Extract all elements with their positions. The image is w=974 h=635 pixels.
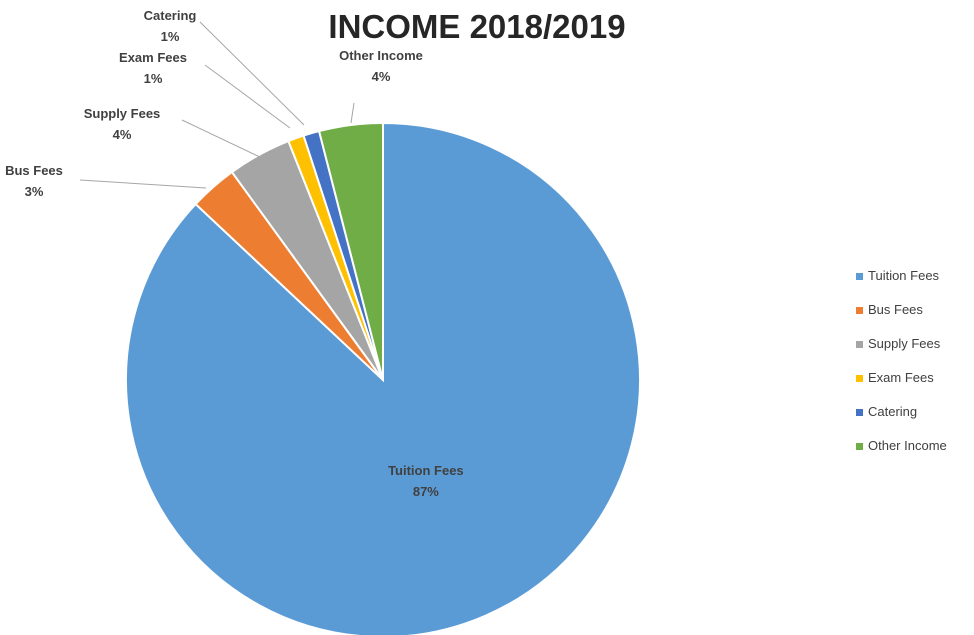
- data-label-name-supply-fees: Supply Fees: [84, 106, 161, 121]
- legend-label-supply-fees: Supply Fees: [868, 336, 941, 351]
- leader-line-other-income: [350, 102, 355, 124]
- legend-swatch-exam-fees: [856, 375, 863, 382]
- legend-label-catering: Catering: [868, 404, 917, 419]
- data-label-name-bus-fees: Bus Fees: [5, 163, 63, 178]
- leader-line-exam-fees: [204, 64, 291, 129]
- data-label-value-other-income: 4%: [372, 69, 391, 84]
- pie-slice-other-income: [317, 121, 384, 381]
- data-label-value-catering: 1%: [161, 29, 180, 44]
- legend-label-exam-fees: Exam Fees: [868, 370, 934, 385]
- legend-label-bus-fees: Bus Fees: [868, 302, 923, 317]
- legend-label-other-income: Other Income: [868, 438, 947, 453]
- legend-swatch-bus-fees: [856, 307, 863, 314]
- leader-line-supply-fees: [181, 119, 263, 159]
- pie-slice-tuition-fees: [125, 121, 641, 635]
- legend-swatch-tuition-fees: [856, 273, 863, 280]
- legend-swatch-supply-fees: [856, 341, 863, 348]
- data-labels: Tuition Fees 87% Bus Fees 3% Supply Fees 4% Ex…: [5, 8, 464, 499]
- leader-line-bus-fees: [79, 179, 207, 189]
- data-label-value-exam-fees: 1%: [144, 71, 163, 86]
- legend-swatch-catering: [856, 409, 863, 416]
- pie-slices: [125, 121, 641, 635]
- data-label-value-tuition-fees: 87%: [413, 484, 439, 499]
- legend: Tuition Fees Bus Fees Supply Fees Exam Fees…: [856, 268, 947, 453]
- legend-swatch-other-income: [856, 443, 863, 450]
- leader-lines: [79, 21, 355, 189]
- data-label-value-supply-fees: 4%: [113, 127, 132, 142]
- legend-label-tuition-fees: Tuition Fees: [868, 268, 940, 283]
- leader-line-catering: [199, 21, 305, 126]
- data-label-name-other-income: Other Income: [339, 48, 423, 63]
- data-label-name-tuition-fees: Tuition Fees: [388, 463, 464, 478]
- data-label-value-bus-fees: 3%: [25, 184, 44, 199]
- data-label-name-catering: Catering: [144, 8, 197, 23]
- data-label-name-exam-fees: Exam Fees: [119, 50, 187, 65]
- chart-title: INCOME 2018/2019: [328, 8, 625, 45]
